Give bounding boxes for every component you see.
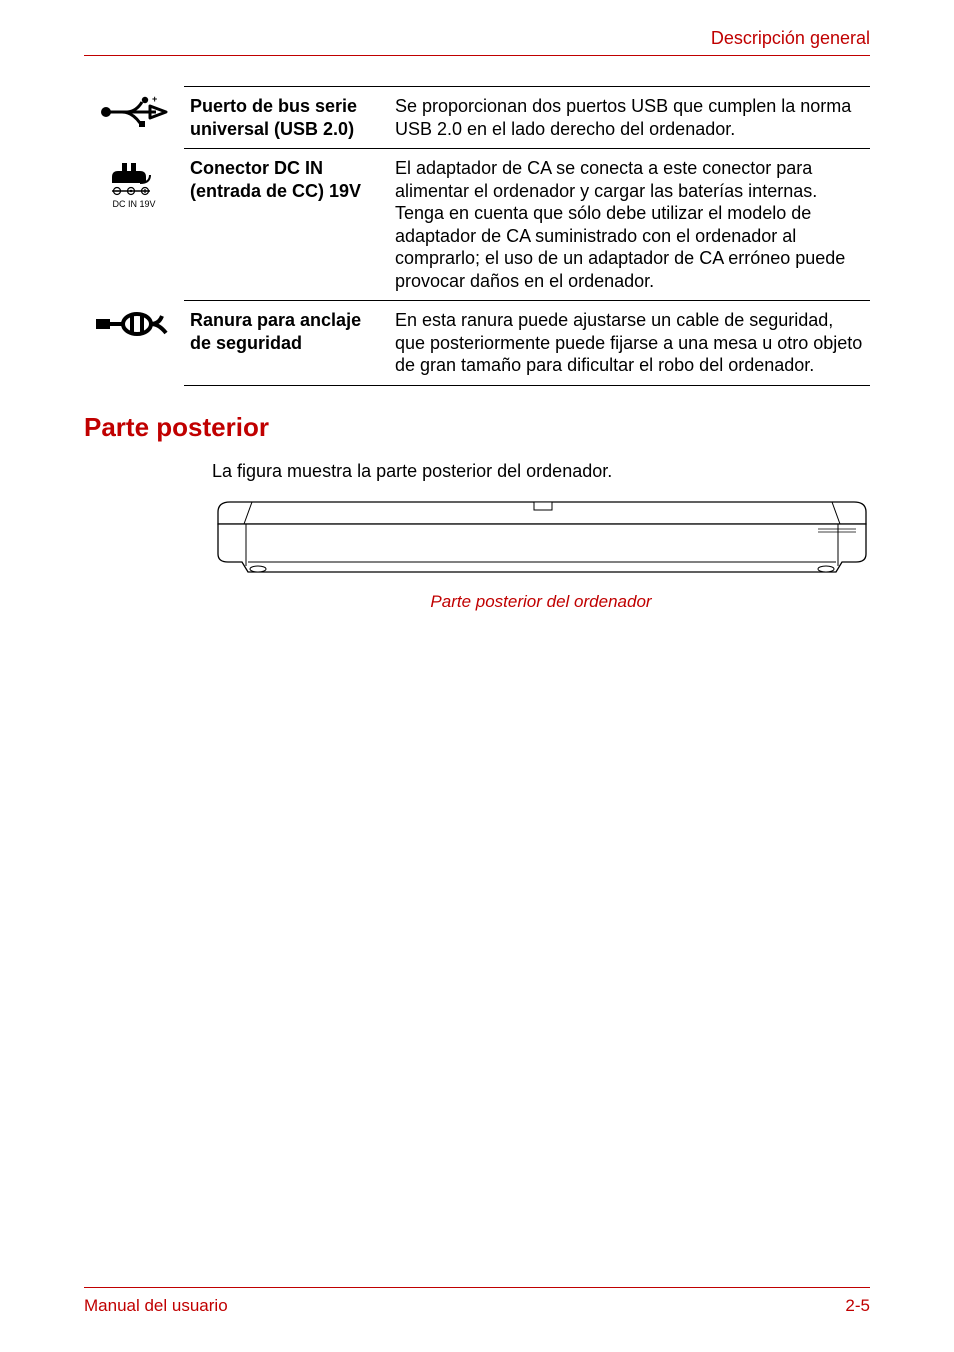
- table-row: DC IN 19V Conector DC IN (entrada de CC)…: [84, 149, 870, 301]
- footer-right: 2-5: [845, 1296, 870, 1316]
- section-heading: Parte posterior: [84, 412, 870, 443]
- page-footer: Manual del usuario 2-5: [84, 1287, 870, 1316]
- figure-wrap: Parte posterior del ordenador: [212, 496, 870, 612]
- ports-table: + Puerto de bus serie universal (USB 2.0…: [84, 86, 870, 386]
- icon-cell: DC IN 19V: [84, 149, 184, 301]
- term-cell: Ranura para anclaje de seguridad: [184, 301, 389, 386]
- usb-icon: +: [98, 95, 170, 129]
- icon-cell: [84, 301, 184, 386]
- port-desc: El adaptador de CA se conecta a este con…: [395, 158, 845, 291]
- table-row: Ranura para anclaje de seguridad En esta…: [84, 301, 870, 386]
- port-term: Conector DC IN (entrada de CC) 19V: [190, 158, 361, 201]
- dc-in-icon: [106, 157, 162, 197]
- ports-table-wrap: + Puerto de bus serie universal (USB 2.0…: [84, 86, 870, 386]
- term-cell: Conector DC IN (entrada de CC) 19V: [184, 149, 389, 301]
- footer-left: Manual del usuario: [84, 1296, 228, 1316]
- port-term: Ranura para anclaje de seguridad: [190, 310, 361, 353]
- page: Descripción general +: [0, 0, 954, 1352]
- page-header: Descripción general: [84, 28, 870, 56]
- icon-cell: +: [84, 87, 184, 149]
- desc-cell: El adaptador de CA se conecta a este con…: [389, 149, 870, 301]
- port-desc: Se proporcionan dos puertos USB que cump…: [395, 96, 851, 139]
- port-desc: En esta ranura puede ajustarse un cable …: [395, 310, 862, 375]
- section-intro: La figura muestra la parte posterior del…: [212, 461, 870, 482]
- dc-in-label: DC IN 19V: [90, 199, 178, 209]
- port-term: Puerto de bus serie universal (USB 2.0): [190, 96, 357, 139]
- svg-text:+: +: [152, 95, 157, 104]
- table-row: + Puerto de bus serie universal (USB 2.0…: [84, 87, 870, 149]
- figure-caption: Parte posterior del ordenador: [212, 592, 870, 612]
- rear-view-figure: [212, 496, 872, 578]
- desc-cell: Se proporcionan dos puertos USB que cump…: [389, 87, 870, 149]
- term-cell: Puerto de bus serie universal (USB 2.0): [184, 87, 389, 149]
- desc-cell: En esta ranura puede ajustarse un cable …: [389, 301, 870, 386]
- security-lock-icon: [94, 309, 174, 339]
- header-section-name: Descripción general: [711, 28, 870, 48]
